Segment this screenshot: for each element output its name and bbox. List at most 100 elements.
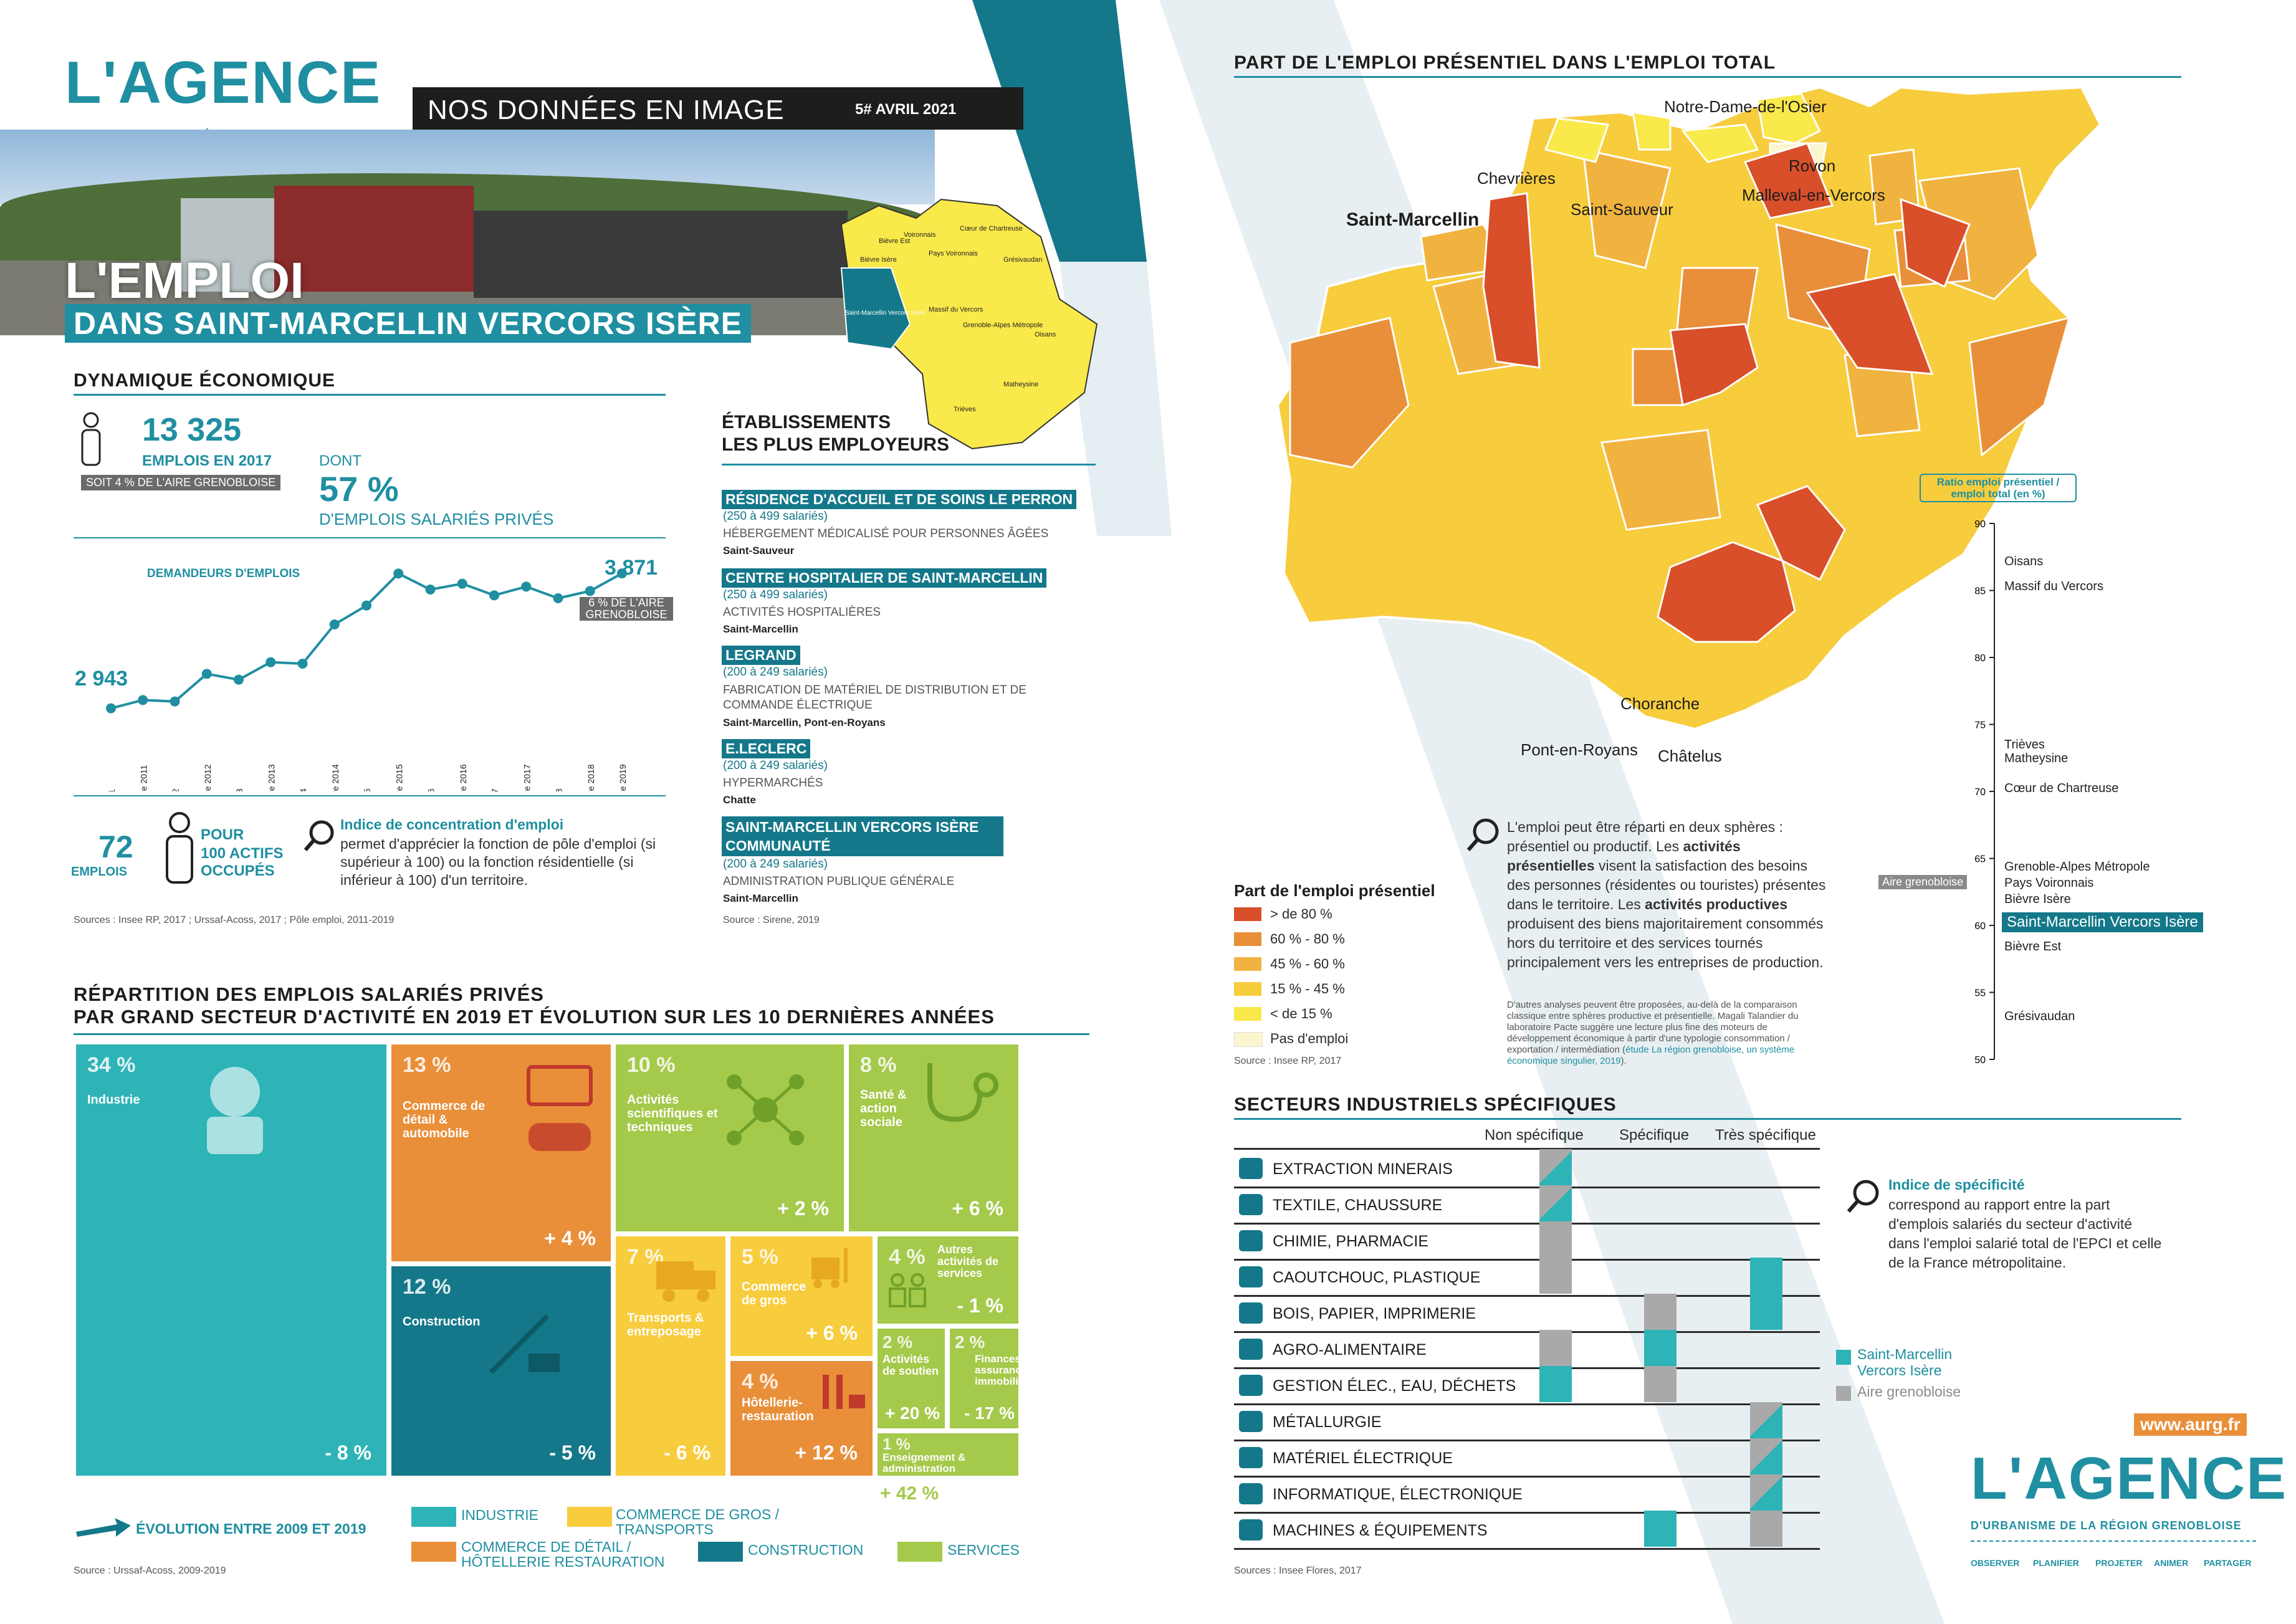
employer-size: (200 à 249 salariés) [723,759,828,772]
specificity-mark [1644,1294,1677,1330]
sector-name: CAOUTCHOUC, PLASTIQUE [1273,1269,1481,1286]
sector-icon [1239,1339,1263,1360]
town-label: Rovon [1789,156,1835,175]
scale-tick-label: 55 [1974,988,1986,999]
indice-concentration-text: permet d'apprécier la fonction de pôle d… [340,836,656,888]
chart-bottom-rule [74,795,666,796]
cell-evo: - 6 % [664,1441,710,1464]
presentiel-note: D'autres analyses peuvent être proposées… [1507,1000,1831,1067]
cell-pct: 5 % [742,1245,778,1269]
table-row: EXTRACTION MINERAIS [1234,1152,1820,1188]
magnifier-icon [1847,1180,1879,1213]
prive-label: D'EMPLOIS SALARIÉS PRIVÉS [319,510,554,528]
chart-top-rule [74,537,666,538]
evolution-arrow-icon [76,1518,131,1537]
data-point [201,669,212,679]
section-title-industriels: SECTEURS INDUSTRIELS SPÉCIFIQUES [1234,1094,1617,1115]
data-point [265,657,276,667]
table-row: TEXTILE, CHAUSSURE [1234,1188,1820,1225]
specificity-mark [1750,1438,1782,1474]
cell-name: Activités de soutien [883,1353,939,1377]
section-rule [74,1033,1089,1035]
employer-name: SAINT-MARCELLIN VERCORS ISÈRE COMMUNAUTÉ [722,816,1003,856]
actifs-label: 100 ACTIFS OCCUPÉS [201,845,284,879]
chart-start-value: 2 943 [75,667,128,690]
banner-bar: NOS DONNÉES EN IMAGE 5# AVRIL 2021 [413,87,1023,130]
section-rule [722,464,1096,466]
legend-label: COMMERCE DE DÉTAIL / HÔTELLERIE RESTAURA… [461,1539,665,1570]
x-tick-label: Décembre 2012 [203,764,213,791]
specificity-mark [1644,1511,1677,1547]
scale-item: Bièvre Est [2004,940,2062,953]
magnifier-icon [304,820,334,851]
treemap-cell-commerce-detail: 13 % Commerce de détail & automobile + 4… [389,1042,613,1264]
repartition-title-1: RÉPARTITION DES EMPLOIS SALARIÉS PRIVÉS [74,983,544,1005]
sector-name: CHIMIE, PHARMACIE [1273,1233,1429,1250]
explanation-bold: activités productives [1645,896,1787,912]
cell-name: Autres activités de services [937,1243,999,1279]
section-rule [1234,76,2181,78]
chart-end-note: 6 % DE L'AIRE GRENOBLOISE [580,597,673,621]
teal-diagonal-band [972,0,1147,262]
prive-value: 57 % [319,469,399,509]
cell-name: Construction [403,1315,481,1329]
cell-pct: 13 % [403,1053,451,1077]
map-legend-swatch [1234,957,1261,971]
note-text: ). [1620,1056,1627,1066]
source-dynamique: Sources : Insee RP, 2017 ; Urssaf-Acoss,… [74,915,395,925]
scale-item: Oisans [2004,555,2044,568]
data-point [138,695,148,705]
treemap-cell-sante: 8 % Santé & action sociale + 6 % [846,1042,1021,1234]
specificity-mark [1539,1366,1572,1402]
cell-pct: 2 % [883,1332,913,1352]
footer-nav-projeter[interactable]: PROJETER [2095,1558,2143,1568]
footer-nav-observer[interactable]: OBSERVER [1971,1558,2020,1568]
employer-name: E.LECLERC [722,739,811,758]
cell-evo: - 17 % [964,1403,1015,1423]
town-label: Choranche [1620,694,1700,713]
cell-evo: - 1 % [957,1294,1003,1317]
footer-nav-animer[interactable]: ANIMER [2154,1558,2189,1568]
scale-tick-label: 50 [1974,1055,1986,1066]
cell-name: Finances, assurances, immobilier [975,1353,1036,1387]
issue-label: 5# AVRIL 2021 [855,101,957,118]
x-tick-label: Juin 2015 [362,788,372,791]
sector-icon [1239,1447,1263,1468]
treemap-cell-enseignement: 1 % Enseignement & administration [875,1431,1021,1478]
note-link[interactable]: étude La région grenobloise, un système … [1507,1044,1795,1066]
evolution-label: ÉVOLUTION ENTRE 2009 ET 2019 [136,1521,366,1537]
footer-nav-planifier[interactable]: PLANIFIER [2033,1558,2079,1568]
sector-icon [1239,1194,1263,1215]
demandeurs-chart: Juin 2011 Décembre 2011 Juin 2012 Décembre … [106,568,628,791]
section-title-dynamique: DYNAMIQUE ÉCONOMIQUE [74,370,336,391]
locator-label: Trièves [954,406,976,413]
pour-label: POUR [201,826,244,843]
footer-nav-partager[interactable]: PARTAGER [2204,1558,2252,1568]
sector-icon [1239,1302,1263,1324]
locator-label: Voironnais [904,231,936,239]
x-tick-label: Juin 2014 [299,788,309,791]
footer-logo-subtitle: D'URBANISME DE LA RÉGION GRENOBLOISE [1971,1519,2242,1532]
cell-evo: + 6 % [952,1197,1003,1220]
x-tick-label: Juin 2016 [426,788,436,791]
footer-divider [1971,1540,2256,1542]
sector-name: MÉTALLURGIE [1273,1413,1382,1431]
communes-map: Notre-Dame-de-l'Osier Chevrières Rovon S… [1276,85,2102,765]
locator-label: Matheysine [1003,381,1038,388]
specificity-mark [1750,1258,1782,1294]
worker-icon [207,1067,263,1154]
emplois-value: 13 325 [142,412,242,448]
person-icon [166,812,193,884]
employers-title-line: ÉTABLISSEMENTS [722,412,891,432]
sector-name: AGRO-ALIMENTAIRE [1273,1341,1427,1359]
presentiel-explanation: L'emploi peut être réparti en deux sphèr… [1507,818,1831,972]
cell-name: Santé & action sociale [860,1088,907,1129]
site-link[interactable]: www.aurg.fr [2134,1413,2247,1436]
section-rule [74,394,666,396]
sector-icon [1239,1519,1263,1540]
concentration-value: 72 [98,829,133,864]
map-legend-title: Part de l'emploi présentiel [1234,881,1435,900]
employer-location: Saint-Marcellin, Pont-en-Royans [723,717,886,728]
legend-swatch-services [897,1542,942,1562]
indice-concentration-title: Indice de concentration d'emploi [340,816,564,833]
